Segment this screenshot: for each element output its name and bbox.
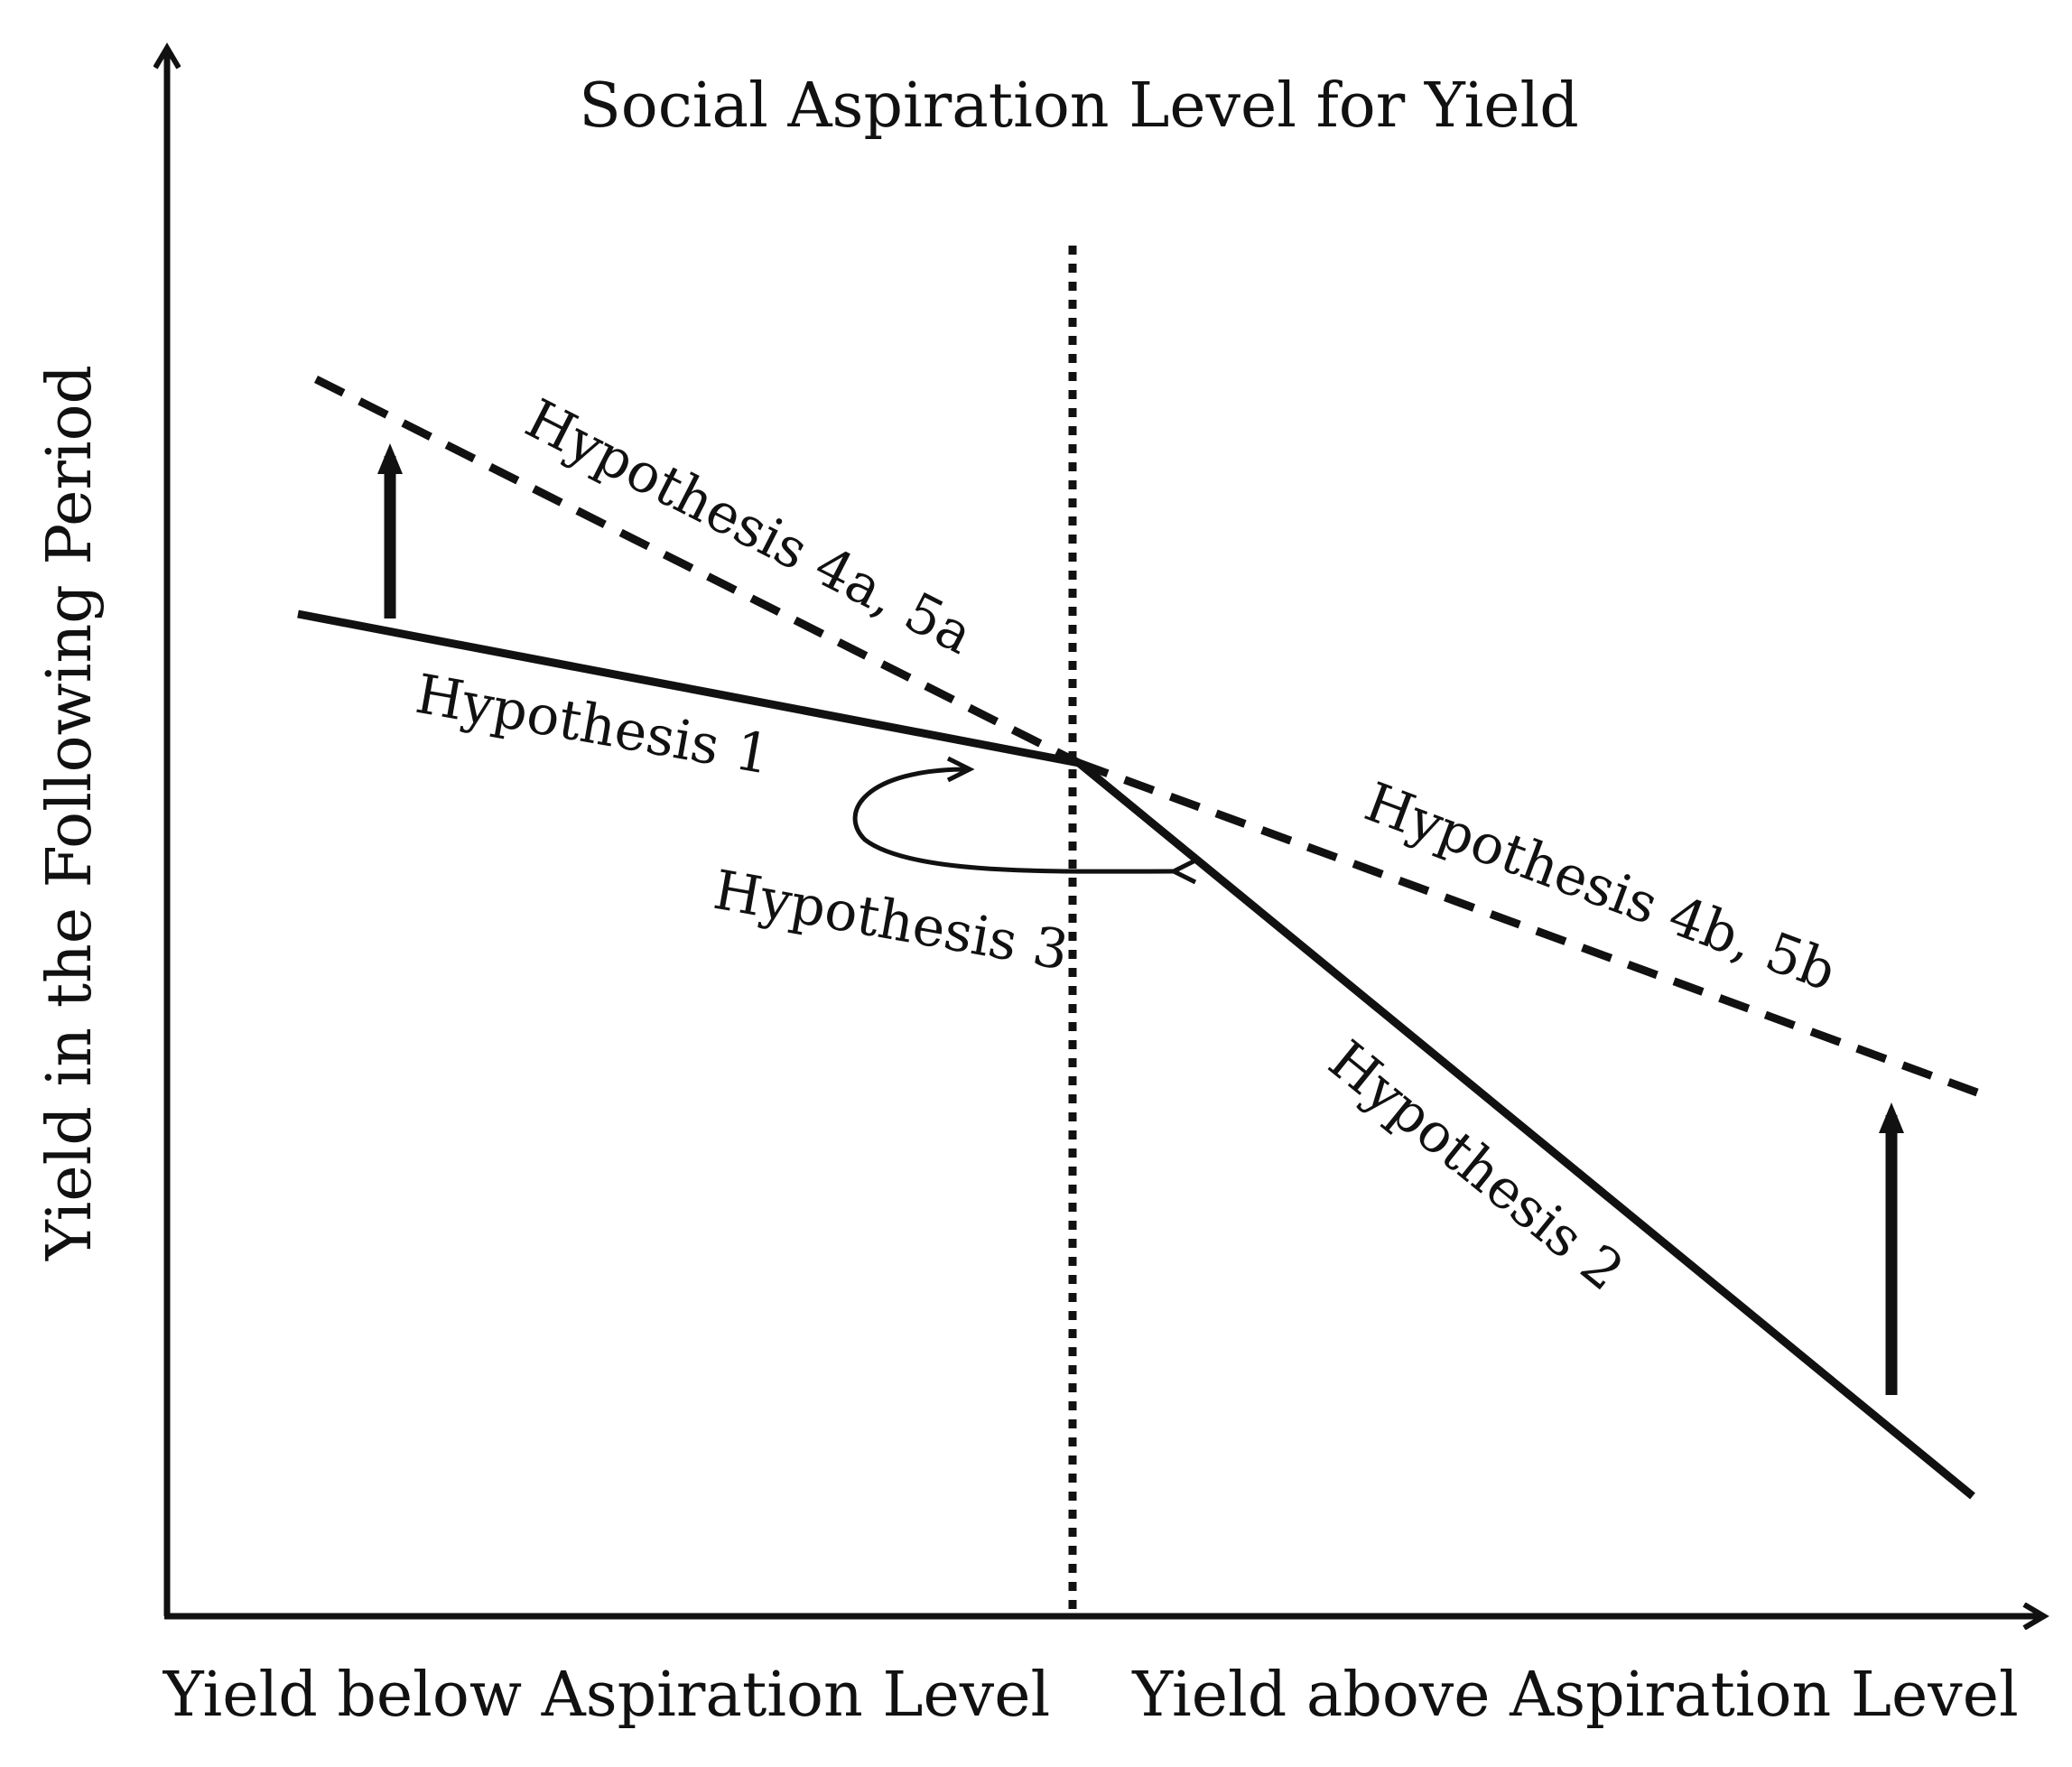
label-hypothesis-4b-5b: Hypothesis 4b, 5b — [1357, 770, 1844, 1003]
x-axis-label-below: Yield below Aspiration Level — [163, 1660, 1050, 1731]
x-axis-label-above: Yield above Aspiration Level — [1131, 1660, 2018, 1731]
diagram-title: Social Aspiration Level for Yield — [579, 70, 1579, 142]
dashed-line-right — [1077, 758, 1979, 1097]
label-hypothesis-2: Hypothesis 2 — [1317, 1028, 1636, 1303]
label-hypothesis-3: Hypothesis 3 — [709, 859, 1073, 983]
solid-line-hypothesis-2 — [1076, 759, 1975, 1500]
solid-line-hypothesis-1 — [297, 609, 1080, 767]
label-hypothesis-1: Hypothesis 1 — [411, 663, 775, 787]
label-hypothesis-4a-5a: Hypothesis 4a, 5a — [516, 387, 982, 667]
dashed-line-left — [313, 375, 1082, 767]
curved-arrow-hypothesis-3 — [852, 756, 1197, 885]
y-axis-label: Yield in the Following Period — [34, 365, 106, 1261]
